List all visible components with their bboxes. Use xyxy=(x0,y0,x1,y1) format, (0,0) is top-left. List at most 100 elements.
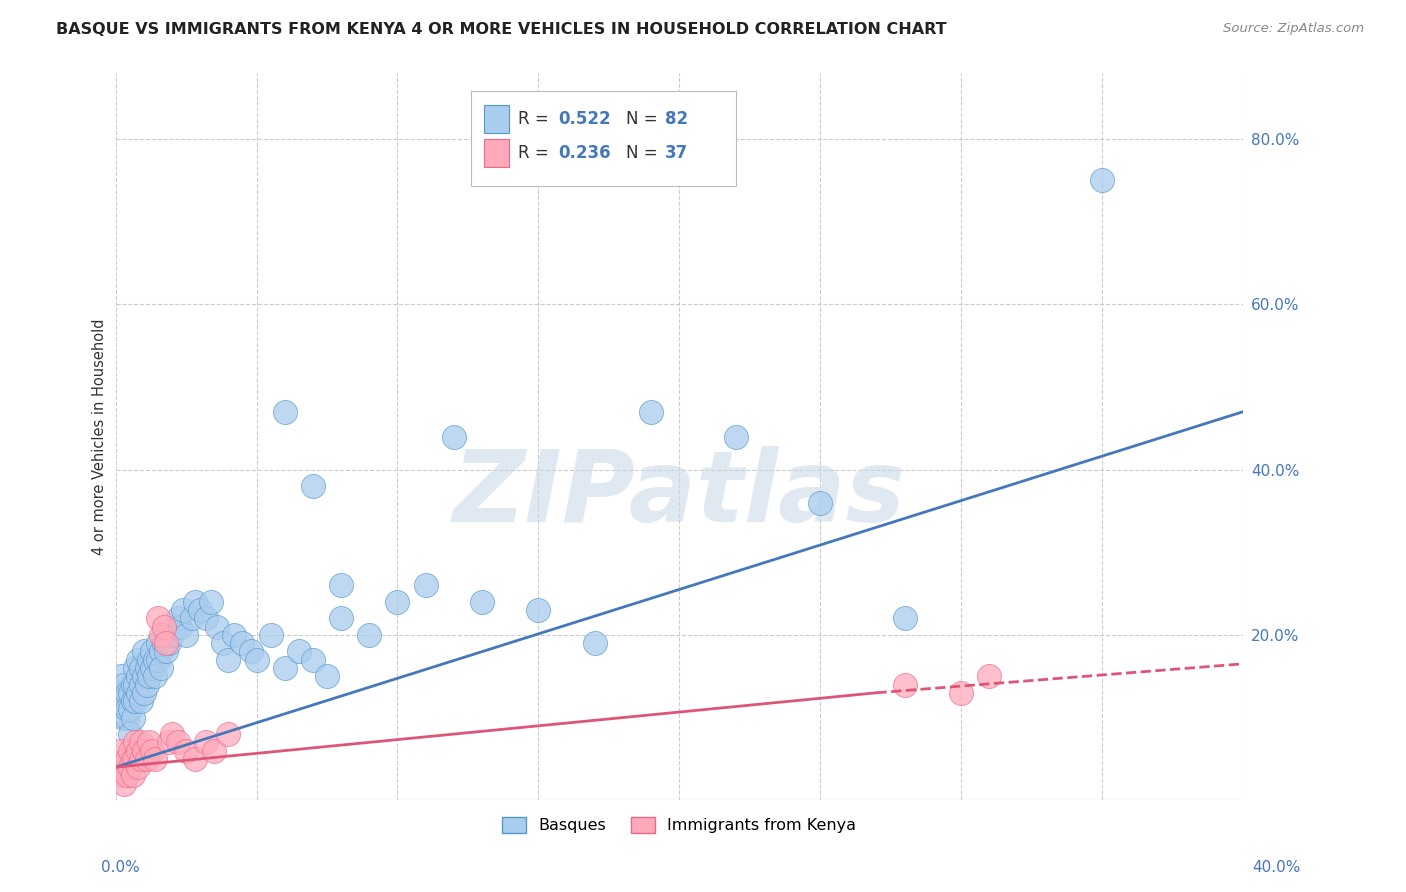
Point xyxy=(166,611,188,625)
Point xyxy=(129,677,152,691)
Point xyxy=(415,578,437,592)
Point xyxy=(443,429,465,443)
Text: 40.0%: 40.0% xyxy=(1253,860,1301,874)
Point xyxy=(118,727,141,741)
Point xyxy=(183,752,205,766)
Point xyxy=(132,644,155,658)
Y-axis label: 4 or more Vehicles in Household: 4 or more Vehicles in Household xyxy=(93,318,107,555)
Text: N =: N = xyxy=(626,144,664,162)
Point xyxy=(194,611,217,625)
Point xyxy=(188,603,211,617)
Text: R =: R = xyxy=(517,110,554,128)
Text: ZIPatlas: ZIPatlas xyxy=(453,446,905,543)
Point xyxy=(143,669,166,683)
Point xyxy=(146,611,169,625)
Point xyxy=(949,686,972,700)
Point xyxy=(259,628,281,642)
Text: 82: 82 xyxy=(665,110,688,128)
Text: Source: ZipAtlas.com: Source: ZipAtlas.com xyxy=(1223,22,1364,36)
Point xyxy=(124,752,146,766)
Point xyxy=(143,752,166,766)
Point xyxy=(124,735,146,749)
Point xyxy=(112,777,135,791)
Point xyxy=(245,653,267,667)
FancyBboxPatch shape xyxy=(471,91,735,186)
Point xyxy=(110,744,132,758)
Text: 37: 37 xyxy=(665,144,688,162)
Point xyxy=(121,710,143,724)
Text: 0.522: 0.522 xyxy=(558,110,612,128)
Point xyxy=(135,677,157,691)
Point xyxy=(135,661,157,675)
Point xyxy=(110,669,132,683)
Point xyxy=(124,694,146,708)
Point xyxy=(174,744,197,758)
Point xyxy=(194,735,217,749)
Point xyxy=(163,620,186,634)
Point xyxy=(149,628,172,642)
Point xyxy=(118,760,141,774)
Point xyxy=(124,677,146,691)
Point xyxy=(471,595,494,609)
Point xyxy=(127,653,149,667)
Point xyxy=(149,661,172,675)
Point xyxy=(115,686,138,700)
Point xyxy=(124,661,146,675)
Point xyxy=(200,595,222,609)
Point xyxy=(239,644,262,658)
Point xyxy=(129,752,152,766)
Point xyxy=(155,644,177,658)
Point xyxy=(138,669,160,683)
Point xyxy=(115,768,138,782)
Point xyxy=(724,429,747,443)
Point xyxy=(274,661,297,675)
Point xyxy=(160,628,183,642)
Point xyxy=(127,686,149,700)
Point xyxy=(172,603,194,617)
Legend: Basques, Immigrants from Kenya: Basques, Immigrants from Kenya xyxy=(496,810,863,839)
Point xyxy=(129,661,152,675)
Point xyxy=(893,677,915,691)
Point xyxy=(217,653,239,667)
Point xyxy=(359,628,381,642)
Point xyxy=(231,636,253,650)
Point xyxy=(808,496,831,510)
Point xyxy=(1091,173,1114,187)
Point xyxy=(169,620,191,634)
Point xyxy=(110,686,132,700)
Point xyxy=(155,636,177,650)
Point xyxy=(152,636,174,650)
Point xyxy=(129,694,152,708)
Point xyxy=(166,735,188,749)
Point xyxy=(157,636,180,650)
Point xyxy=(127,669,149,683)
Point xyxy=(211,636,233,650)
Point xyxy=(330,611,353,625)
Point xyxy=(302,653,325,667)
Point xyxy=(121,694,143,708)
Text: R =: R = xyxy=(517,144,554,162)
Point xyxy=(112,694,135,708)
Point xyxy=(115,752,138,766)
Point xyxy=(893,611,915,625)
Point xyxy=(979,669,1001,683)
Bar xyxy=(484,139,509,167)
Point xyxy=(115,710,138,724)
Point xyxy=(152,620,174,634)
Point xyxy=(583,636,606,650)
Point xyxy=(217,727,239,741)
Point xyxy=(112,760,135,774)
Point xyxy=(183,595,205,609)
Point xyxy=(141,644,163,658)
Text: BASQUE VS IMMIGRANTS FROM KENYA 4 OR MORE VEHICLES IN HOUSEHOLD CORRELATION CHAR: BASQUE VS IMMIGRANTS FROM KENYA 4 OR MOR… xyxy=(56,22,946,37)
Point xyxy=(121,677,143,691)
Point xyxy=(138,653,160,667)
Point xyxy=(112,710,135,724)
Point xyxy=(288,644,311,658)
Point xyxy=(132,669,155,683)
Point xyxy=(155,628,177,642)
Text: N =: N = xyxy=(626,110,664,128)
Point xyxy=(121,768,143,782)
Point xyxy=(141,661,163,675)
Point xyxy=(527,603,550,617)
